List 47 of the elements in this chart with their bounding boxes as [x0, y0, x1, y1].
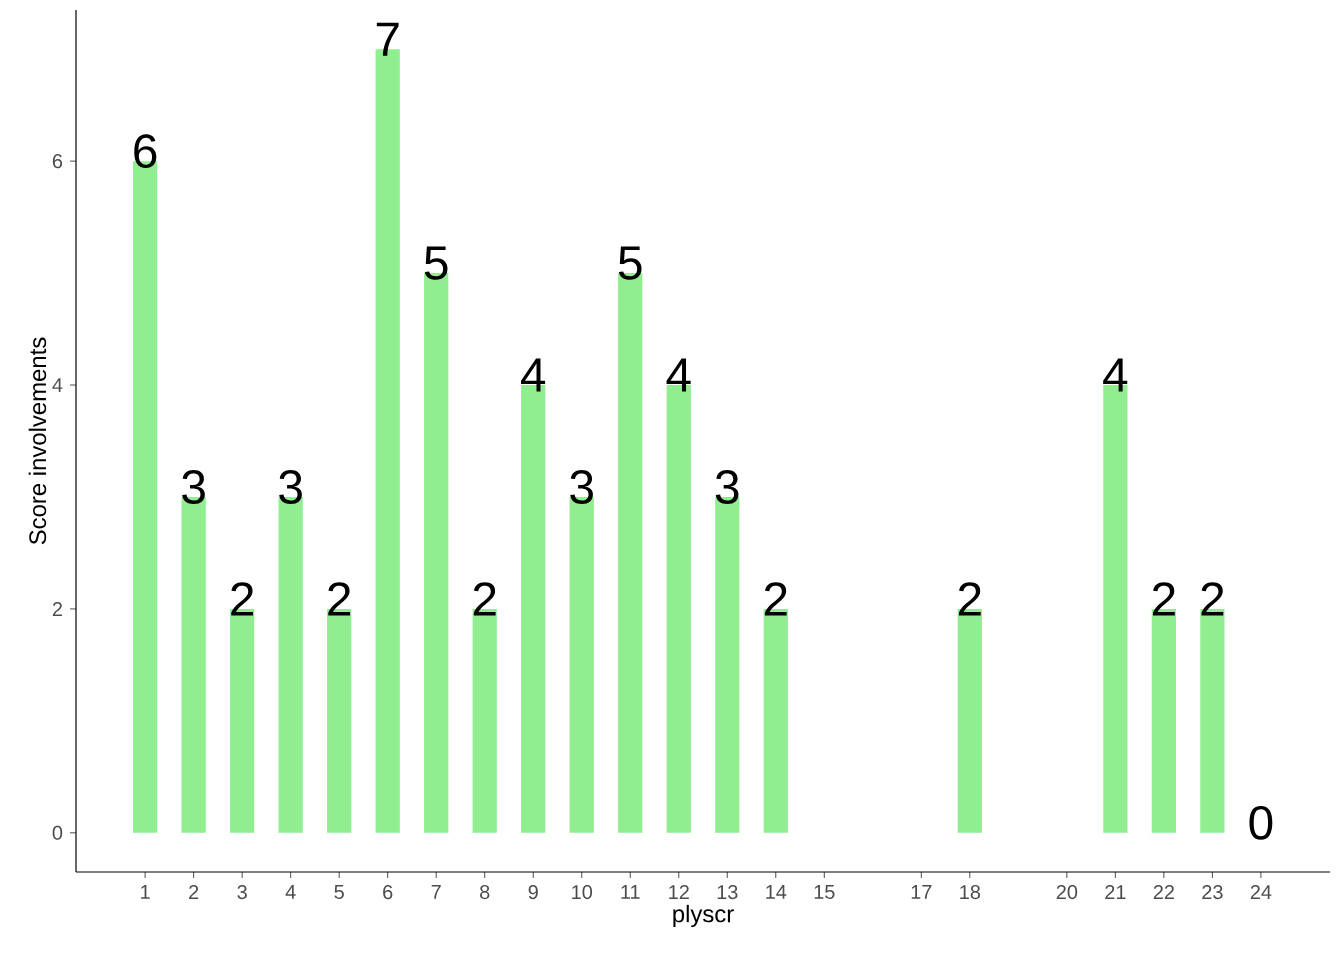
data-label: 3 [715, 470, 739, 504]
x-tick-label: 24 [1250, 885, 1272, 899]
x-tick-label: 21 [1105, 885, 1126, 899]
data-label: 3 [279, 470, 302, 504]
data-label: 2 [958, 582, 981, 616]
x-tick-label: 10 [572, 885, 593, 900]
x-tick-label: 14 [766, 885, 787, 899]
x-tick-label: 9 [528, 885, 538, 900]
x-tick-label: 5 [334, 885, 344, 899]
data-label: 3 [570, 470, 593, 504]
data-label: 2 [1152, 582, 1175, 616]
data-label: 2 [1201, 582, 1224, 616]
x-tick-label: 3 [237, 885, 247, 900]
x-tick-label: 18 [960, 885, 981, 900]
x-tick-label: 22 [1153, 885, 1174, 899]
x-tick-label: 13 [717, 885, 738, 900]
data-label: 4 [1103, 358, 1128, 392]
data-label: 5 [618, 246, 642, 280]
data-label: 2 [328, 582, 351, 616]
y-axis-title: Score involvements [28, 337, 47, 545]
y-tick-label: 2 [52, 601, 62, 616]
data-label: 4 [521, 358, 546, 392]
x-axis-title: plyscr [673, 904, 734, 928]
data-label: 2 [764, 582, 787, 616]
x-tick-label: 8 [480, 885, 490, 900]
data-label: 0 [1249, 805, 1273, 840]
data-label: 7 [376, 22, 399, 56]
x-tick-label: 12 [669, 885, 689, 899]
x-tick-label: 1 [141, 885, 150, 899]
data-label: 3 [182, 470, 205, 504]
data-label: 6 [134, 134, 157, 169]
x-tick-label: 11 [621, 885, 640, 899]
x-tick-label: 4 [285, 885, 296, 899]
x-tick-label: 15 [814, 885, 835, 899]
x-tick-label: 23 [1202, 885, 1223, 900]
y-tick-label: 6 [52, 154, 63, 169]
x-tick-label: 2 [189, 885, 199, 899]
x-tick-label: 17 [911, 885, 932, 899]
data-label: 5 [424, 246, 448, 280]
x-tick-label: 6 [383, 885, 393, 900]
y-tick-label: 0 [52, 825, 63, 840]
x-tick-label: 20 [1056, 885, 1078, 900]
data-label: 2 [231, 582, 254, 616]
y-tick-label: 4 [52, 378, 63, 392]
x-tick-label: 7 [431, 885, 441, 899]
data-label: 2 [473, 582, 496, 616]
data-label: 4 [666, 358, 691, 392]
